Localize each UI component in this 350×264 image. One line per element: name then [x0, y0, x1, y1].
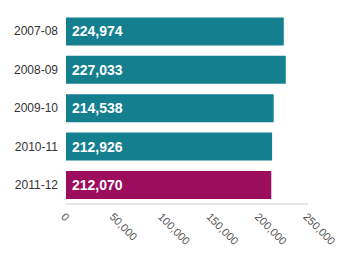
svg-text:227,033: 227,033 — [72, 62, 123, 78]
svg-text:2009-10: 2009-10 — [14, 101, 58, 115]
svg-text:212,070: 212,070 — [72, 177, 123, 193]
svg-text:100,000: 100,000 — [156, 210, 193, 247]
svg-text:2007-08: 2007-08 — [14, 24, 58, 38]
svg-text:214,538: 214,538 — [72, 100, 123, 116]
svg-text:200,000: 200,000 — [253, 210, 290, 247]
svg-text:2011-12: 2011-12 — [15, 178, 58, 192]
svg-text:224,974: 224,974 — [72, 23, 123, 39]
svg-text:50,000: 50,000 — [107, 210, 139, 242]
svg-text:2010-11: 2010-11 — [15, 140, 58, 154]
svg-text:0: 0 — [59, 210, 72, 223]
svg-text:150,000: 150,000 — [204, 210, 241, 247]
svg-text:250,000: 250,000 — [301, 210, 338, 247]
svg-text:2008-09: 2008-09 — [14, 63, 58, 77]
svg-text:212,926: 212,926 — [72, 139, 123, 155]
